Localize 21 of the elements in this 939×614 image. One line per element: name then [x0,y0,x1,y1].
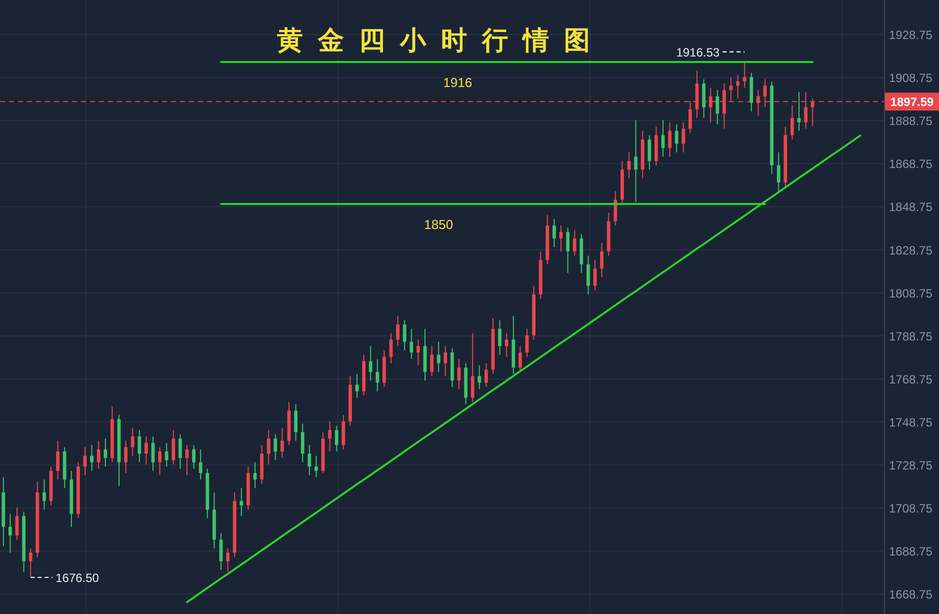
ref-line-label: 1897.59 [890,95,934,110]
ref-line-label: 1897.59 [885,92,939,111]
y-tick-label: 1668.75 [889,588,932,602]
y-tick-label: 1848.75 [889,200,932,214]
series-label: 1916 [443,74,472,90]
annotation: 1676.50 [56,570,99,585]
y-tick-label: 1708.75 [889,502,932,516]
y-tick-label: 1688.75 [889,544,932,559]
y-tick-label: 1908.75 [889,71,932,86]
y-tick-label: 1728.75 [889,458,932,472]
y-tick-label: 1868.75 [889,157,932,172]
annotation: 1916.53 [676,45,720,60]
y-tick-label: 1828.75 [889,243,932,258]
title: 黄金四小时行情图 [277,26,605,56]
y-tick-label: 1788.75 [889,329,932,344]
series-label: 1850 [424,217,454,232]
y-tick-label: 1748.75 [889,415,932,430]
y-tick-label: 1888.75 [889,114,932,128]
y-tick-label: 1808.75 [889,286,932,300]
y-tick-label: 1928.75 [889,28,932,42]
y-tick-label: 1768.75 [889,372,932,386]
